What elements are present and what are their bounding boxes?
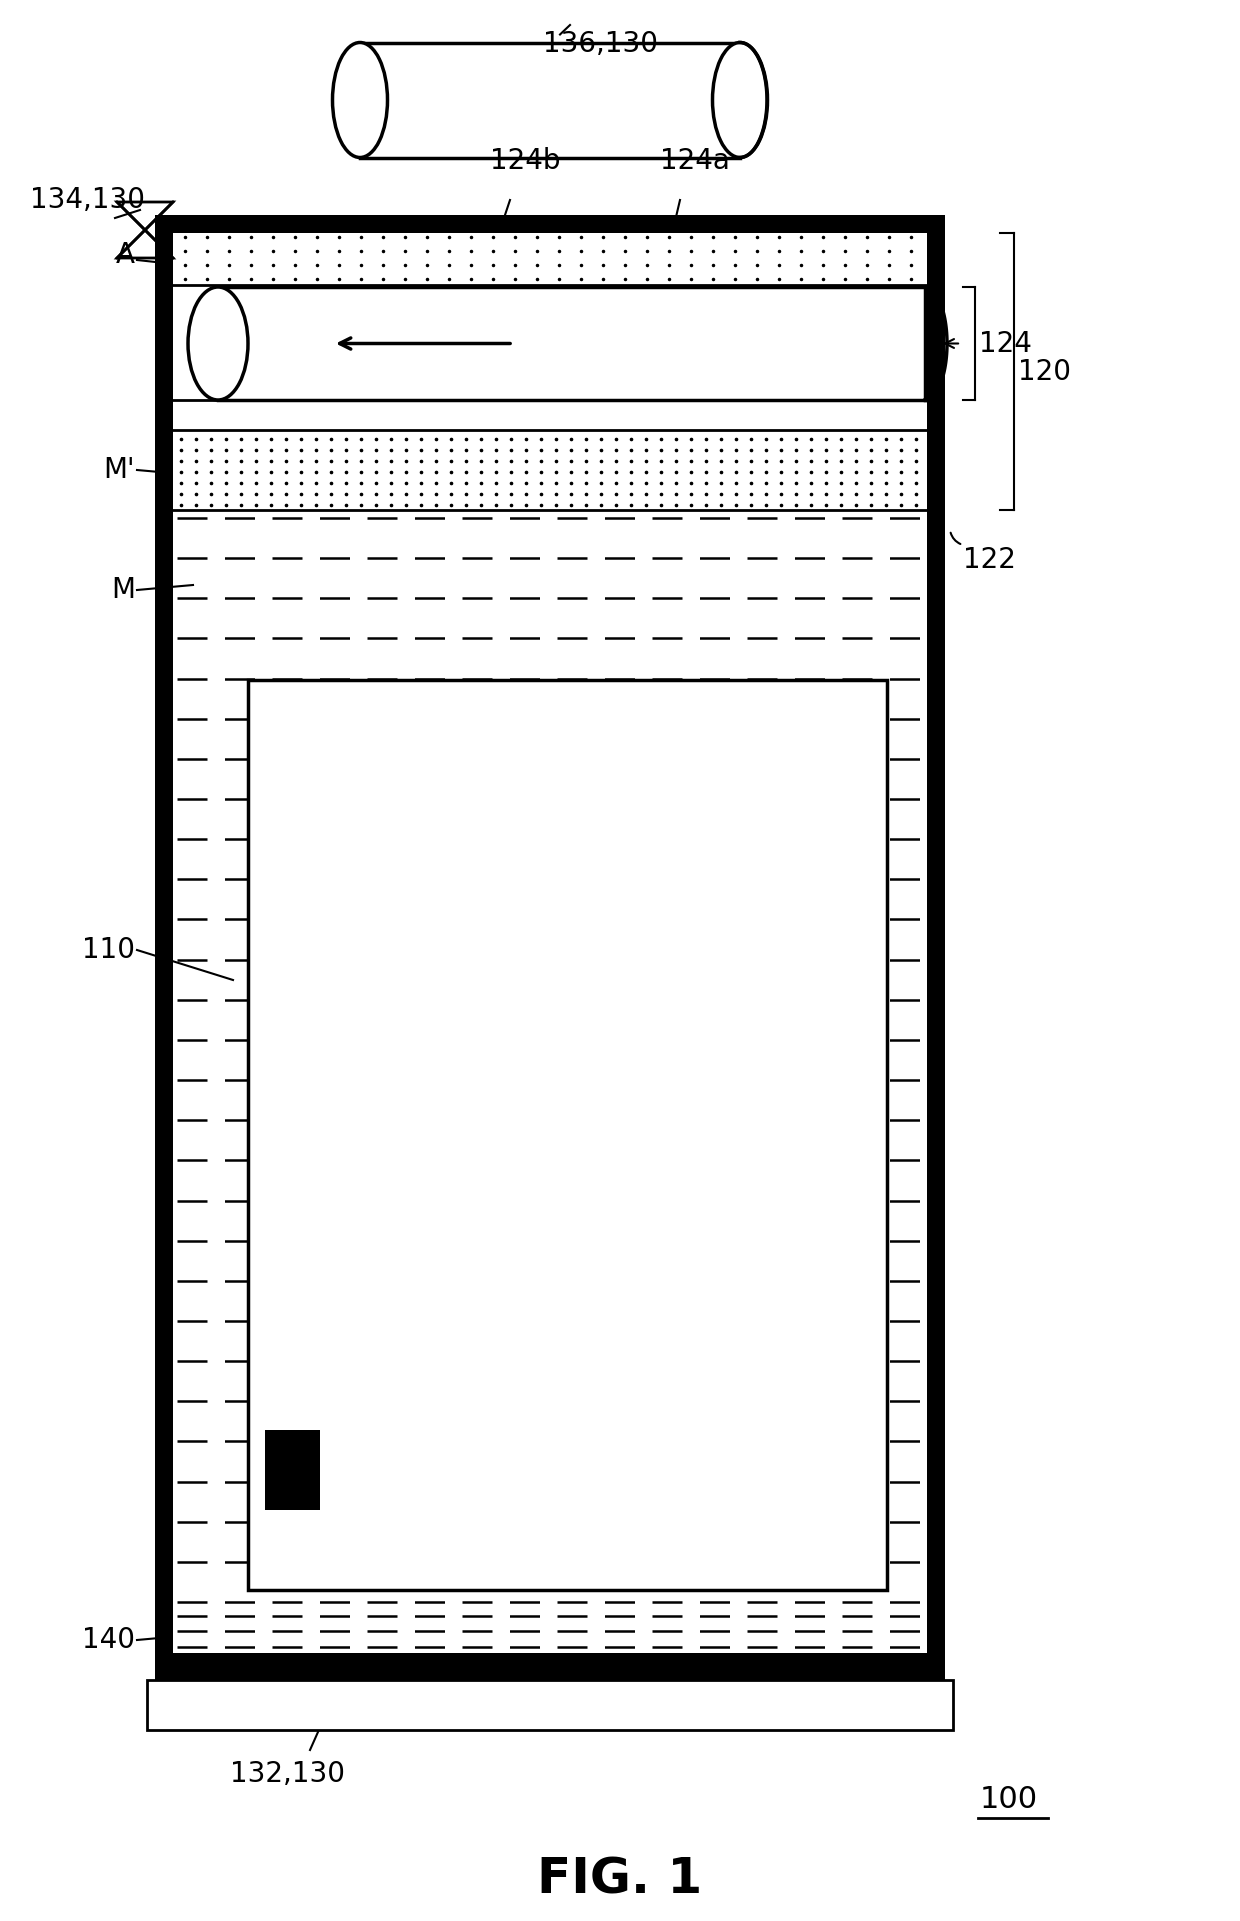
Bar bbox=[148, 1681, 954, 1731]
Bar bbox=[174, 232, 928, 284]
Text: 110: 110 bbox=[82, 936, 135, 964]
Bar bbox=[174, 400, 928, 430]
Ellipse shape bbox=[713, 42, 768, 158]
Bar bbox=[155, 215, 945, 232]
Text: 124: 124 bbox=[980, 330, 1032, 357]
Bar bbox=[265, 1429, 320, 1510]
Bar bbox=[248, 680, 887, 1591]
Bar bbox=[155, 215, 174, 1681]
Bar bbox=[174, 430, 928, 509]
Text: A: A bbox=[117, 240, 135, 269]
Bar bbox=[360, 42, 740, 158]
Bar bbox=[928, 215, 945, 1681]
Text: M': M' bbox=[103, 455, 135, 484]
Ellipse shape bbox=[332, 42, 387, 158]
Text: M: M bbox=[112, 576, 135, 603]
Text: FIG. 1: FIG. 1 bbox=[537, 1856, 703, 1904]
Text: 124a: 124a bbox=[660, 148, 730, 175]
Ellipse shape bbox=[188, 286, 248, 400]
Bar bbox=[174, 1610, 928, 1667]
Text: 122: 122 bbox=[963, 546, 1016, 574]
Bar bbox=[155, 1667, 945, 1681]
Bar bbox=[218, 286, 928, 400]
Bar bbox=[174, 509, 928, 1610]
Text: 136,130: 136,130 bbox=[543, 31, 657, 58]
Text: 120: 120 bbox=[1018, 357, 1071, 386]
Text: 132,130: 132,130 bbox=[229, 1760, 345, 1788]
Text: 100: 100 bbox=[980, 1785, 1038, 1815]
Text: 140: 140 bbox=[82, 1625, 135, 1654]
Bar bbox=[155, 1654, 945, 1667]
Text: 134,130: 134,130 bbox=[30, 186, 145, 213]
Text: 124b: 124b bbox=[490, 148, 560, 175]
